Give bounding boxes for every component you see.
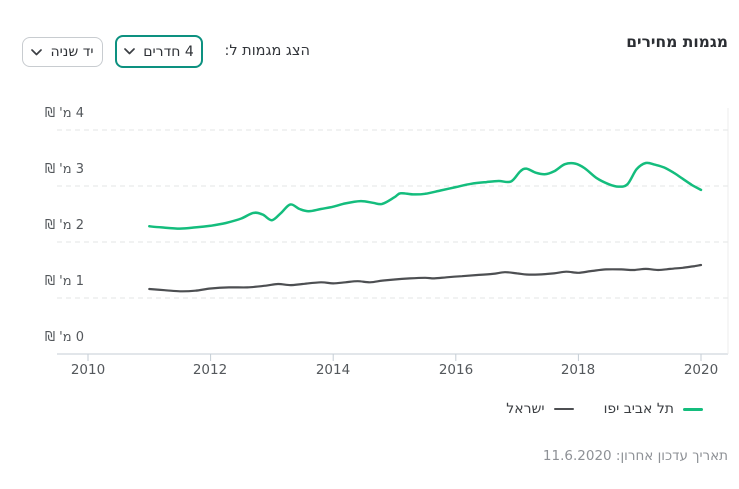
rooms-dropdown[interactable]: 4 חדרים	[115, 35, 203, 68]
series-lines	[148, 161, 703, 293]
last-update-note: תאריך עדכון אחרון: 11.6.2020	[542, 448, 728, 464]
x-axis	[57, 353, 728, 361]
x-tick-label-2018: 2018	[560, 362, 596, 378]
legend-label-tel-aviv-yafo: תל אביב יפו	[603, 401, 674, 417]
condition-dropdown-value: יד שניה	[50, 44, 94, 60]
x-tick-label-2020: 2020	[683, 362, 719, 378]
legend-label-israel: ישראל	[506, 401, 545, 417]
gridlines	[57, 129, 728, 299]
x-tick-label-2016: 2016	[438, 362, 474, 378]
x-tick-label-2010: 2010	[70, 362, 106, 378]
x-tick-label-2014: 2014	[315, 362, 351, 378]
y-tick-label-2m: 2 מ' ₪	[44, 218, 84, 233]
legend-item-israel[interactable]: ישראל	[506, 401, 574, 417]
rooms-dropdown-value: 4 חדרים	[143, 43, 194, 60]
legend-item-tel-aviv-yafo[interactable]: תל אביב יפו	[604, 401, 703, 417]
y-tick-label-4m: 4 מ' ₪	[44, 106, 84, 121]
condition-dropdown[interactable]: יד שניה	[22, 37, 103, 67]
tel-aviv-line-swatch-icon	[683, 407, 703, 411]
page-title: מגמות מחירים	[626, 33, 728, 51]
chevron-down-icon	[31, 48, 43, 56]
show-trends-for-label: הצג מגמות ל:	[224, 43, 310, 59]
chevron-down-icon	[124, 48, 136, 55]
y-tick-label-3m: 3 מ' ₪	[44, 162, 84, 177]
x-tick-label-2012: 2012	[192, 362, 228, 378]
y-tick-label-0m: 0 מ' ₪	[44, 330, 84, 345]
israel-line-swatch-icon	[553, 407, 574, 411]
chart-legend: תל אביב יפו ישראל	[506, 401, 703, 417]
y-tick-label-1m: 1 מ' ₪	[44, 274, 84, 289]
